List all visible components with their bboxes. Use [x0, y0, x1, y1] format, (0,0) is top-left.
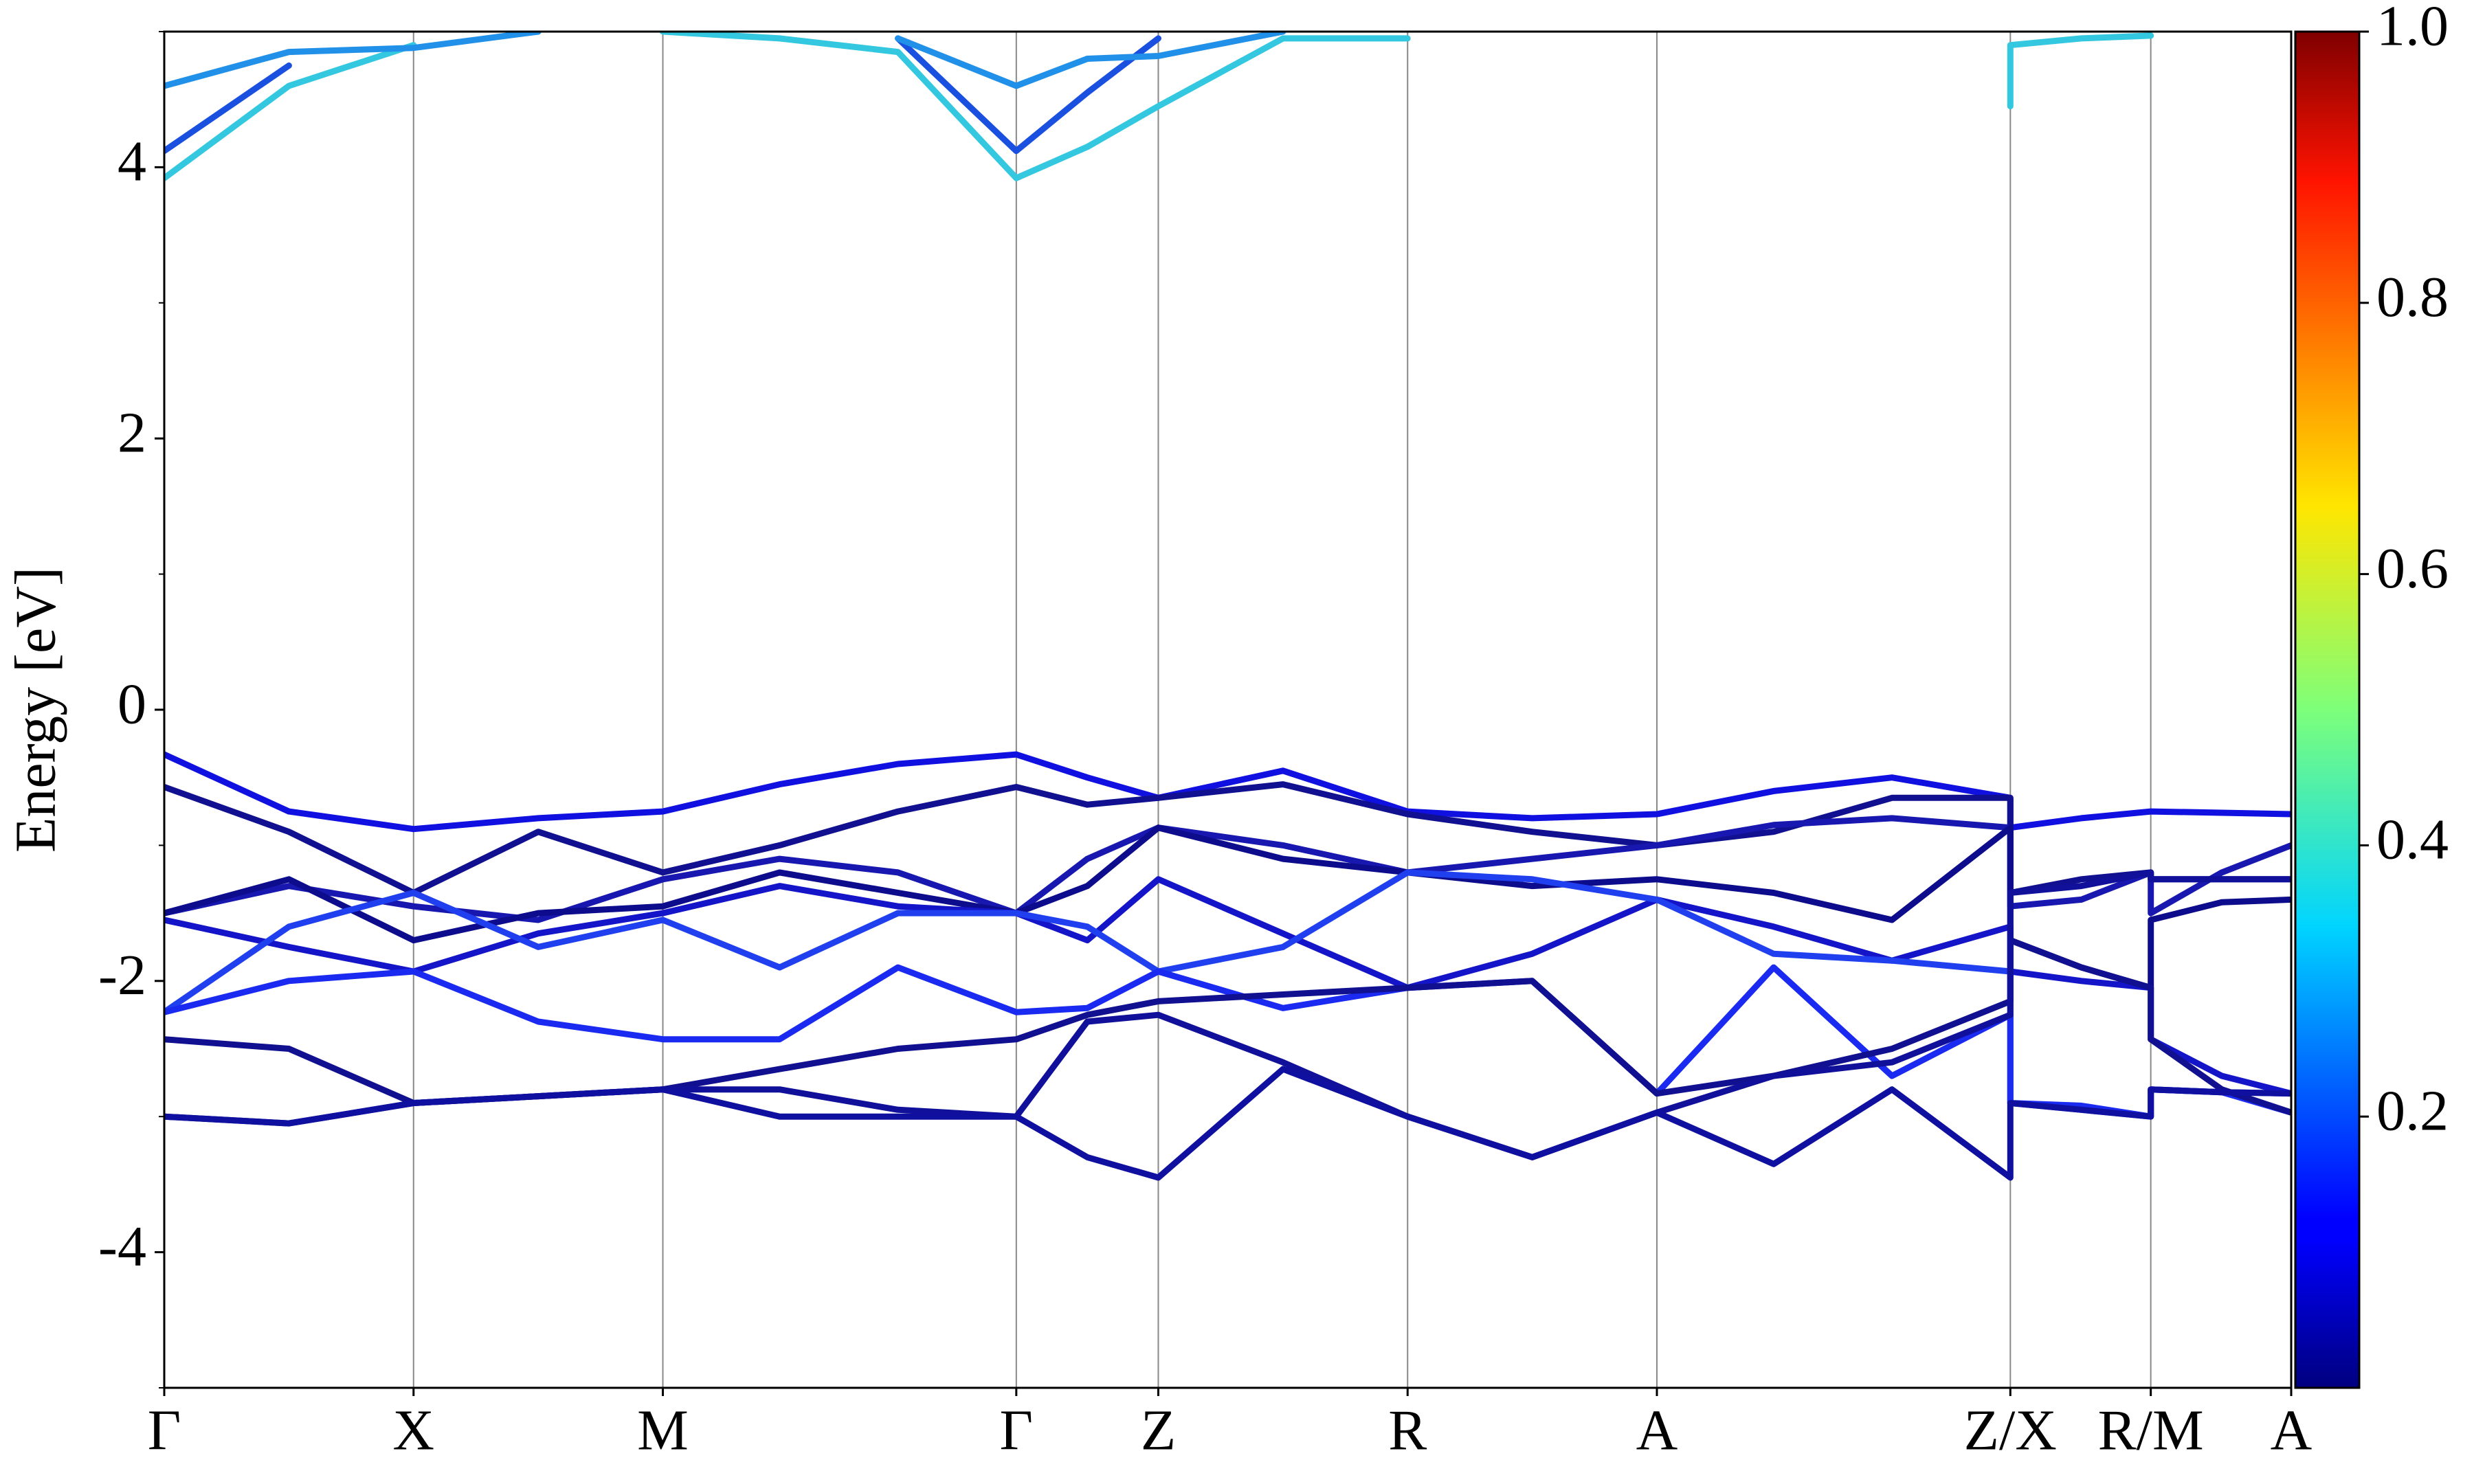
band-line	[660, 32, 1411, 181]
x-tick-label: Z	[1141, 1398, 1176, 1462]
colorbar-tick-label: 0.8	[2376, 265, 2449, 329]
band-line	[164, 62, 292, 155]
y-axis-label: Energy [eV]	[3, 567, 67, 853]
band-line	[164, 815, 2291, 923]
band-line	[164, 781, 2291, 896]
band-line	[164, 1066, 2291, 1181]
x-tick-label: A	[1636, 1398, 1678, 1462]
y-tick-label: 0	[118, 672, 146, 736]
band-line	[164, 42, 417, 181]
colorbar-tick-label: 0.6	[2376, 537, 2449, 600]
colorbar-tick-label: 0.2	[2376, 1079, 2449, 1143]
colorbar-tick-label: 0.4	[2376, 808, 2449, 872]
y-tick-label: 2	[118, 401, 146, 464]
x-tick-label: X	[392, 1398, 434, 1462]
grid	[164, 32, 2292, 1388]
x-tick-label: Z/X	[1964, 1398, 2057, 1462]
x-tick-label: A	[2271, 1398, 2313, 1462]
bands	[164, 32, 2291, 1181]
y-tick-label: -4	[98, 1215, 146, 1279]
band-line	[895, 32, 1286, 89]
colorbar	[2294, 30, 2361, 1389]
band-line	[2007, 32, 2154, 110]
y-tick-label: 4	[118, 130, 146, 194]
plot-frame	[163, 30, 2293, 1389]
band-line	[895, 35, 1161, 155]
x-tick-label: R	[1388, 1398, 1427, 1462]
band-line	[164, 32, 542, 89]
band-line	[164, 751, 2291, 833]
x-tick-label: M	[637, 1398, 689, 1462]
x-tick-label: R/M	[2098, 1398, 2204, 1462]
x-tick-label: Γ	[148, 1398, 181, 1462]
x-tick-label: Γ	[1000, 1398, 1034, 1462]
y-tick-label: -2	[98, 943, 146, 1007]
colorbar-tick-label: 1.0	[2376, 0, 2449, 58]
